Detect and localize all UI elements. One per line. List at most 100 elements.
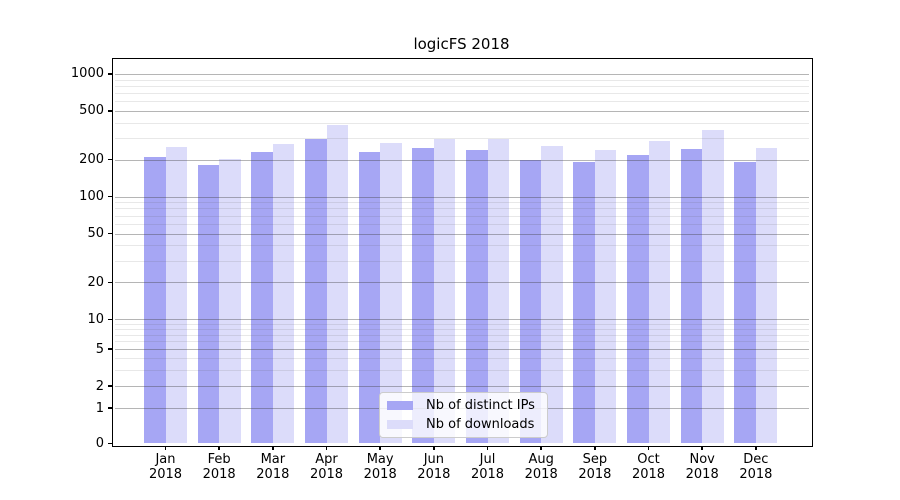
y-tick-label: 5	[95, 341, 104, 357]
y-tick-label: 1000	[70, 66, 104, 82]
gridline-minor	[114, 79, 809, 81]
gridline-major	[114, 386, 809, 387]
x-tick-label: Sep 2018	[578, 452, 612, 482]
legend-label-distinct-ips: Nb of distinct IPs	[426, 398, 535, 413]
y-tick-mark	[108, 318, 112, 321]
bar-downloads-1	[219, 159, 241, 444]
x-tick-label: Feb 2018	[202, 452, 236, 482]
gridline-minor	[114, 138, 809, 140]
bar-downloads-8	[594, 149, 617, 444]
x-tick-label: Jun 2018	[417, 452, 451, 482]
gridline-major	[114, 319, 809, 321]
y-tick-label: 100	[79, 189, 104, 205]
x-tick-label: Jul 2018	[470, 452, 505, 482]
x-tick-label: Apr 2018	[309, 452, 344, 482]
y-tick-mark	[108, 281, 112, 284]
bar-distinct-ips-5	[412, 148, 434, 444]
bar-downloads-5	[433, 139, 456, 444]
x-tick-label: Jan 2018	[148, 452, 183, 482]
x-tick-mark	[164, 445, 167, 450]
bar-distinct-ips-3	[305, 139, 327, 444]
x-tick-mark	[325, 445, 328, 450]
gridline-minor	[114, 92, 809, 94]
x-tick-mark	[379, 445, 381, 450]
gridline-minor	[114, 101, 809, 103]
bar-downloads-9	[648, 141, 671, 444]
x-tick-mark	[594, 445, 596, 450]
bar-distinct-ips-6	[466, 149, 488, 444]
bar-downloads-7	[541, 146, 563, 444]
gridline-minor	[114, 260, 809, 262]
legend-entry-distinct-ips: Nb of distinct IPs	[387, 398, 535, 413]
gridline-minor	[114, 341, 809, 343]
x-tick-label: Mar 2018	[256, 452, 290, 482]
gridline-minor	[114, 202, 809, 204]
x-tick-label: Dec 2018	[739, 452, 773, 482]
y-tick-mark	[108, 232, 112, 235]
gridline-major	[114, 73, 809, 75]
y-tick-mark	[108, 442, 112, 445]
chart-title: logicFS 2018	[413, 35, 510, 53]
x-tick-label: May 2018	[363, 452, 397, 482]
y-tick-label: 50	[87, 226, 104, 242]
gridline-major	[114, 196, 809, 198]
y-tick-label: 200	[79, 152, 104, 168]
x-tick-mark	[647, 445, 650, 450]
bar-downloads-2	[272, 144, 295, 444]
x-tick-mark	[272, 445, 274, 450]
x-tick-mark	[540, 445, 542, 450]
y-tick-label: 2	[95, 378, 104, 394]
x-tick-mark	[433, 445, 435, 450]
bar-downloads-4	[380, 143, 402, 444]
gridline-minor	[114, 122, 809, 124]
bar-distinct-ips-9	[627, 155, 649, 444]
gridline-major	[114, 159, 809, 161]
y-tick-mark	[108, 110, 112, 112]
legend: Nb of distinct IPs Nb of downloads	[379, 392, 548, 438]
y-tick-mark	[108, 385, 112, 387]
bar-downloads-11	[755, 148, 778, 444]
gridline-minor	[114, 215, 809, 217]
y-tick-mark	[108, 158, 112, 161]
bar-distinct-ips-10	[680, 149, 703, 444]
y-tick-mark	[108, 348, 112, 350]
bar-distinct-ips-11	[734, 161, 756, 444]
gridline-minor	[114, 208, 809, 210]
gridline-minor	[114, 369, 809, 371]
x-tick-mark	[755, 445, 757, 450]
gridline-minor	[114, 223, 809, 225]
x-tick-label: Nov 2018	[685, 452, 719, 482]
y-tick-label: 500	[79, 103, 104, 119]
x-tick-mark	[701, 445, 703, 450]
y-tick-label: 20	[87, 274, 104, 290]
y-tick-label: 0	[95, 436, 104, 451]
legend-swatch-distinct-ips	[387, 401, 413, 410]
bar-downloads-10	[702, 129, 724, 444]
y-tick-label: 1	[95, 400, 104, 416]
gridline-major	[114, 110, 809, 112]
gridline-minor	[114, 358, 809, 359]
bar-downloads-3	[326, 125, 348, 444]
gridline-minor	[114, 328, 809, 330]
bar-downloads-0	[165, 147, 187, 444]
y-tick-mark	[108, 407, 112, 409]
bar-distinct-ips-0	[144, 156, 166, 444]
gridline-major	[114, 349, 809, 350]
y-tick-mark	[108, 73, 112, 75]
legend-label-downloads: Nb of downloads	[426, 417, 535, 432]
bar-downloads-6	[487, 138, 510, 444]
gridline-minor	[114, 245, 809, 247]
gridline-minor	[114, 85, 809, 87]
legend-swatch-downloads	[387, 420, 413, 429]
gridline-major	[114, 282, 809, 284]
gridline-minor	[114, 334, 809, 336]
y-tick-mark	[108, 195, 112, 198]
x-tick-mark	[486, 445, 489, 450]
bar-distinct-ips-4	[358, 151, 381, 444]
x-tick-mark	[218, 445, 220, 450]
x-tick-label: Aug 2018	[524, 452, 558, 482]
gridline-major	[114, 233, 809, 235]
legend-entry-downloads: Nb of downloads	[387, 417, 535, 432]
